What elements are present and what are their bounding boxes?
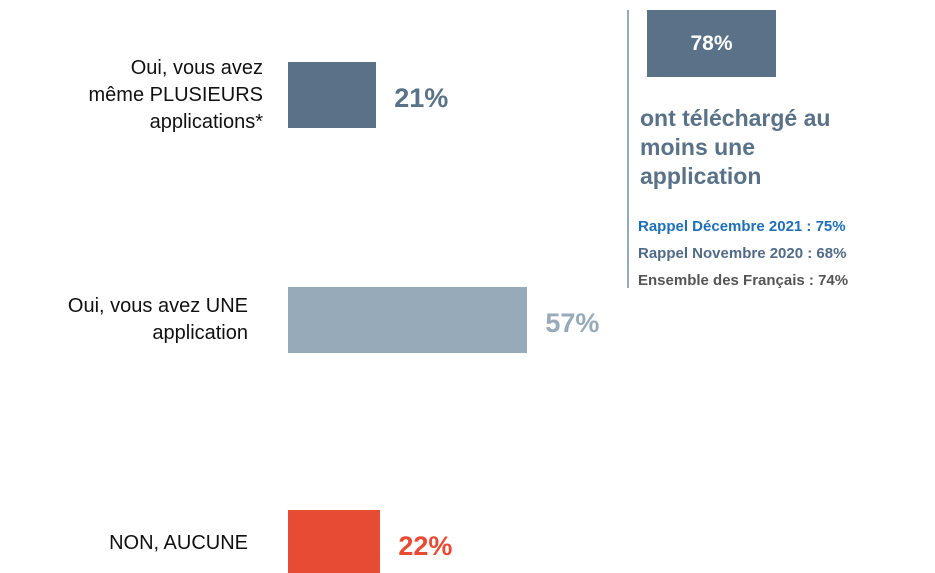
callout-value: 78% <box>690 31 733 55</box>
callout-box: 78% <box>647 10 776 77</box>
note: Rappel Novembre 2020 : 68% <box>638 245 847 262</box>
category-label: NON, AUCUNE <box>109 531 248 554</box>
note: Ensemble des Français : 74% <box>638 272 849 289</box>
category-label: Oui, vous avez même PLUSIEURS applicatio… <box>88 56 264 133</box>
divider <box>627 10 629 288</box>
bar <box>288 62 377 128</box>
bar <box>288 510 381 573</box>
value-label: 22% <box>398 531 453 561</box>
callout-text: ont téléchargé au moins une application <box>640 105 831 189</box>
bar <box>288 287 528 353</box>
value-label: 21% <box>394 83 449 113</box>
note: Rappel Décembre 2021 : 75% <box>638 218 846 235</box>
value-label: 57% <box>545 308 600 338</box>
category-label: Oui, vous avez UNE application <box>67 295 248 344</box>
